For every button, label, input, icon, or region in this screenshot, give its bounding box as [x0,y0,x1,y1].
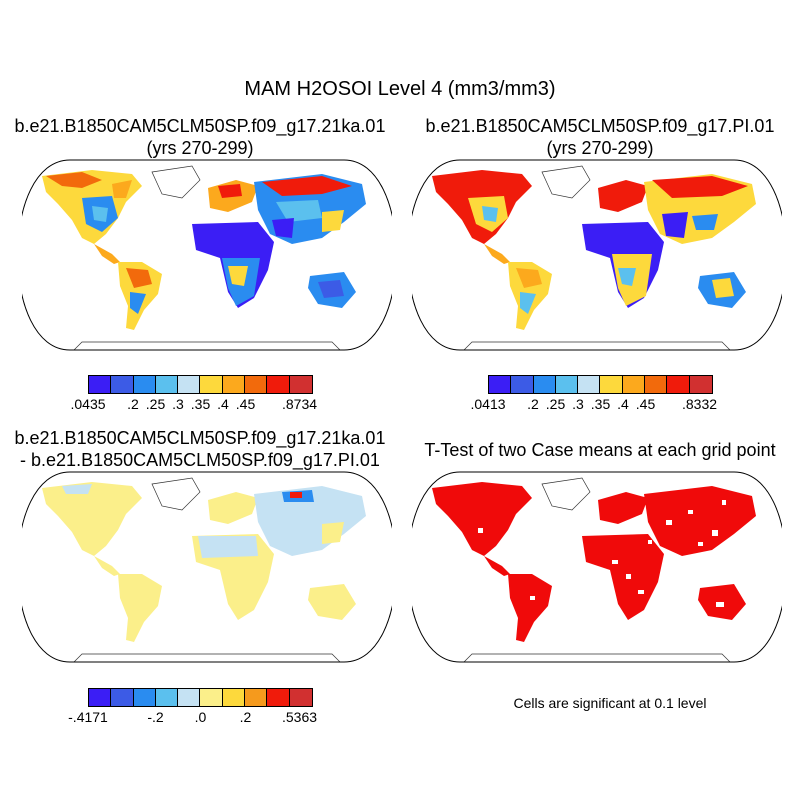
colorbar-swatch [267,376,290,393]
significance-fill [432,477,756,662]
colorbar-tick-label: .2 [527,396,539,412]
colorbar-swatch [133,376,156,393]
colorbar-swatch [267,689,290,706]
panel-title-line2: (yrs 270-299) [546,138,654,158]
land-fill [432,165,756,350]
panel-title-line2: - b.e21.B1850CAM5CLM50SP.f09_g17.PI.01 [20,450,380,470]
colorbar-tick-label: .2 [239,709,252,725]
colorbar-labels-top-right: .0413 .2 .25 .3 .35 .4 .45 .8332 [470,396,717,414]
map-bottom-left [22,471,392,663]
colorbar-tick-label: .25 [145,396,166,412]
colorbar-tick-label: .45 [235,396,256,412]
colorbar-swatch [89,689,112,706]
land-fill [42,165,366,350]
colorbar-tick-label: .0435 [70,396,106,412]
colorbar-tick-label: .3 [572,396,584,412]
colorbar-top-left [88,375,313,394]
colorbar-swatch [600,376,623,393]
colorbar-swatch [200,376,223,393]
colorbar-labels-top-left: .0435 .2 .25 .3 .35 .4 .45 .8734 [70,396,317,414]
colorbar-top-right [488,375,713,394]
map-border [412,159,782,351]
colorbar-swatch [555,376,579,393]
colorbar-tick-label: .8332 [681,396,718,412]
colorbar-swatch [200,689,223,706]
colorbar-tick-label: -.4171 [68,709,108,725]
colorbar-swatch [289,689,312,706]
colorbar-tick-label: .2 [127,396,139,412]
panel-title-top-right: b.e21.B1850CAM5CLM50SP.f09_g17.PI.01 (yr… [400,115,800,159]
colorbar-swatch [489,376,512,393]
map-border [412,471,782,663]
colorbar-tick-label: .35 [190,396,211,412]
colorbar-tick-label: .5363 [281,709,318,725]
map-top-left [22,159,392,351]
panel-title-line1: b.e21.B1850CAM5CLM50SP.f09_g17.PI.01 [425,116,775,136]
significance-note: Cells are significant at 0.1 level [513,695,707,711]
colorbar-swatch [622,376,646,393]
panel-title-top-left: b.e21.B1850CAM5CLM50SP.f09_g17.21ka.01 (… [0,115,400,159]
colorbar-bottom-left [88,688,313,707]
colorbar-swatch [645,376,668,393]
colorbar-labels-bottom-left: -.4171 -.2 .0 .2 .5363 [68,709,317,727]
colorbar-tick-label: .4 [217,396,229,412]
panel-title-line2: (yrs 270-299) [146,138,254,158]
colorbar-tick-label: .0 [194,709,207,725]
colorbar-swatch [222,689,246,706]
panel-title-line1: b.e21.B1850CAM5CLM50SP.f09_g17.21ka.01 [14,428,386,448]
colorbar-tick-label: .4 [617,396,629,412]
colorbar-swatch [155,376,179,393]
panel-title-bottom-right: T-Test of two Case means at each grid po… [400,439,800,461]
colorbar-tick-label: .0413 [470,396,506,412]
colorbar-swatch [667,376,690,393]
colorbar-swatch [245,689,268,706]
colorbar-tick-label: .35 [590,396,611,412]
colorbar-swatch [289,376,312,393]
map-border [22,159,392,351]
panel-title-bottom-left: b.e21.B1850CAM5CLM50SP.f09_g17.21ka.01 -… [0,427,400,471]
colorbar-swatch [155,689,179,706]
colorbar-tick-label: .8734 [281,396,318,412]
main-title: MAM H2OSOI Level 4 (mm3/mm3) [244,78,556,100]
land-fill [42,477,366,662]
colorbar-tick-label: -.2 [147,709,164,725]
colorbar-swatch [133,689,156,706]
colorbar-swatch [578,376,601,393]
colorbar-swatch [245,376,268,393]
colorbar-tick-label: .25 [545,396,566,412]
colorbar-swatch [689,376,712,393]
map-bottom-right [412,471,782,663]
colorbar-swatch [222,376,246,393]
colorbar-swatch [111,689,134,706]
colorbar-swatch [511,376,534,393]
colorbar-tick-label: .45 [635,396,656,412]
colorbar-swatch [111,376,134,393]
colorbar-swatch [178,376,201,393]
colorbar-tick-label: .3 [172,396,184,412]
map-border [22,471,392,663]
colorbar-swatch [89,376,112,393]
panel-title-line1: T-Test of two Case means at each grid po… [424,440,776,460]
map-top-right [412,159,782,351]
colorbar-swatch [533,376,556,393]
colorbar-swatch [178,689,201,706]
panel-title-line1: b.e21.B1850CAM5CLM50SP.f09_g17.21ka.01 [14,116,386,136]
